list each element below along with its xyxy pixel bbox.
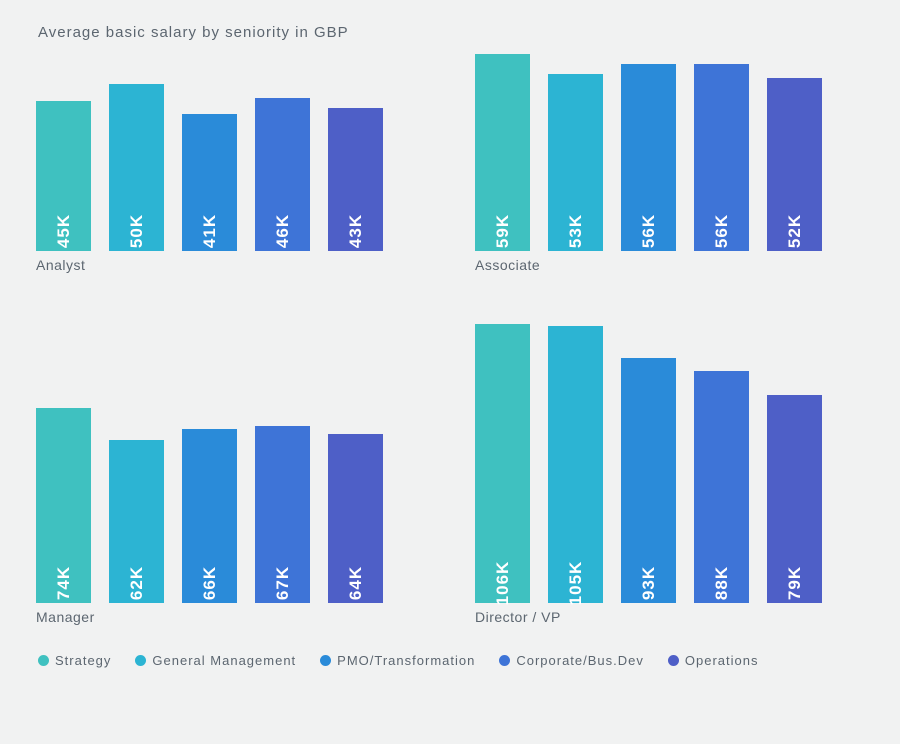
bar-value-director-4: 79K xyxy=(785,566,805,600)
bars-analyst: 45K 50K 41K 46K 43K xyxy=(36,51,425,251)
legend-item-3: Corporate/Bus.Dev xyxy=(499,653,644,668)
bar-value-manager-3: 67K xyxy=(273,566,293,600)
bar-director-4: 79K xyxy=(767,395,822,603)
bar-manager-2: 66K xyxy=(182,429,237,603)
legend-item-1: General Management xyxy=(135,653,296,668)
bar-manager-1: 62K xyxy=(109,440,164,603)
bar-manager-3: 67K xyxy=(255,426,310,603)
bar-value-manager-1: 62K xyxy=(127,566,147,600)
panel-label-director: Director / VP xyxy=(475,609,864,625)
bars-manager: 74K 62K 66K 67K 64K xyxy=(36,313,425,603)
bar-director-1: 105K xyxy=(548,326,603,603)
bar-associate-0: 59K xyxy=(475,54,530,251)
panel-grid: 45K 50K 41K 46K 43K Analyst 59K 53K 56K 56K 52K … xyxy=(36,51,864,625)
legend-label-3: Corporate/Bus.Dev xyxy=(516,653,644,668)
bar-manager-0: 74K xyxy=(36,408,91,603)
legend-label-4: Operations xyxy=(685,653,759,668)
panel-director: 106K 105K 93K 88K 79K Director / VP xyxy=(475,313,864,625)
bar-associate-2: 56K xyxy=(621,64,676,251)
legend-label-1: General Management xyxy=(152,653,296,668)
panel-label-associate: Associate xyxy=(475,257,864,273)
legend-swatch-2 xyxy=(320,655,331,666)
bar-value-manager-4: 64K xyxy=(346,566,366,600)
panel-label-manager: Manager xyxy=(36,609,425,625)
legend-item-4: Operations xyxy=(668,653,759,668)
bar-value-associate-3: 56K xyxy=(712,214,732,248)
bar-analyst-3: 46K xyxy=(255,98,310,251)
bar-value-associate-2: 56K xyxy=(639,214,659,248)
bar-analyst-4: 43K xyxy=(328,108,383,251)
legend-swatch-1 xyxy=(135,655,146,666)
legend-swatch-4 xyxy=(668,655,679,666)
bar-director-2: 93K xyxy=(621,358,676,603)
chart-container: Average basic salary by seniority in GBP… xyxy=(0,0,900,682)
legend-label-0: Strategy xyxy=(55,653,111,668)
bar-associate-3: 56K xyxy=(694,64,749,251)
bar-value-analyst-1: 50K xyxy=(127,214,147,248)
bar-value-associate-0: 59K xyxy=(493,214,513,248)
bar-value-analyst-4: 43K xyxy=(346,214,366,248)
legend-item-2: PMO/Transformation xyxy=(320,653,475,668)
legend: Strategy General Management PMO/Transforma… xyxy=(36,653,864,668)
bar-value-director-1: 105K xyxy=(566,561,586,606)
bar-analyst-1: 50K xyxy=(109,84,164,251)
bar-associate-1: 53K xyxy=(548,74,603,251)
bar-value-analyst-3: 46K xyxy=(273,214,293,248)
legend-swatch-3 xyxy=(499,655,510,666)
bar-value-analyst-2: 41K xyxy=(200,214,220,248)
bar-analyst-2: 41K xyxy=(182,114,237,251)
bar-value-associate-4: 52K xyxy=(785,214,805,248)
bar-director-3: 88K xyxy=(694,371,749,603)
bar-value-director-3: 88K xyxy=(712,566,732,600)
panel-analyst: 45K 50K 41K 46K 43K Analyst xyxy=(36,51,425,273)
legend-swatch-0 xyxy=(38,655,49,666)
bar-director-0: 106K xyxy=(475,324,530,603)
bar-value-manager-0: 74K xyxy=(54,566,74,600)
bar-value-associate-1: 53K xyxy=(566,214,586,248)
panel-manager: 74K 62K 66K 67K 64K Manager xyxy=(36,313,425,625)
bar-value-director-2: 93K xyxy=(639,566,659,600)
chart-title: Average basic salary by seniority in GBP xyxy=(38,24,864,41)
panel-associate: 59K 53K 56K 56K 52K Associate xyxy=(475,51,864,273)
legend-label-2: PMO/Transformation xyxy=(337,653,475,668)
bar-analyst-0: 45K xyxy=(36,101,91,251)
bar-value-analyst-0: 45K xyxy=(54,214,74,248)
bar-value-manager-2: 66K xyxy=(200,566,220,600)
bar-associate-4: 52K xyxy=(767,78,822,251)
panel-label-analyst: Analyst xyxy=(36,257,425,273)
legend-item-0: Strategy xyxy=(38,653,111,668)
bars-associate: 59K 53K 56K 56K 52K xyxy=(475,51,864,251)
bar-value-director-0: 106K xyxy=(493,561,513,606)
bar-manager-4: 64K xyxy=(328,434,383,603)
bars-director: 106K 105K 93K 88K 79K xyxy=(475,313,864,603)
